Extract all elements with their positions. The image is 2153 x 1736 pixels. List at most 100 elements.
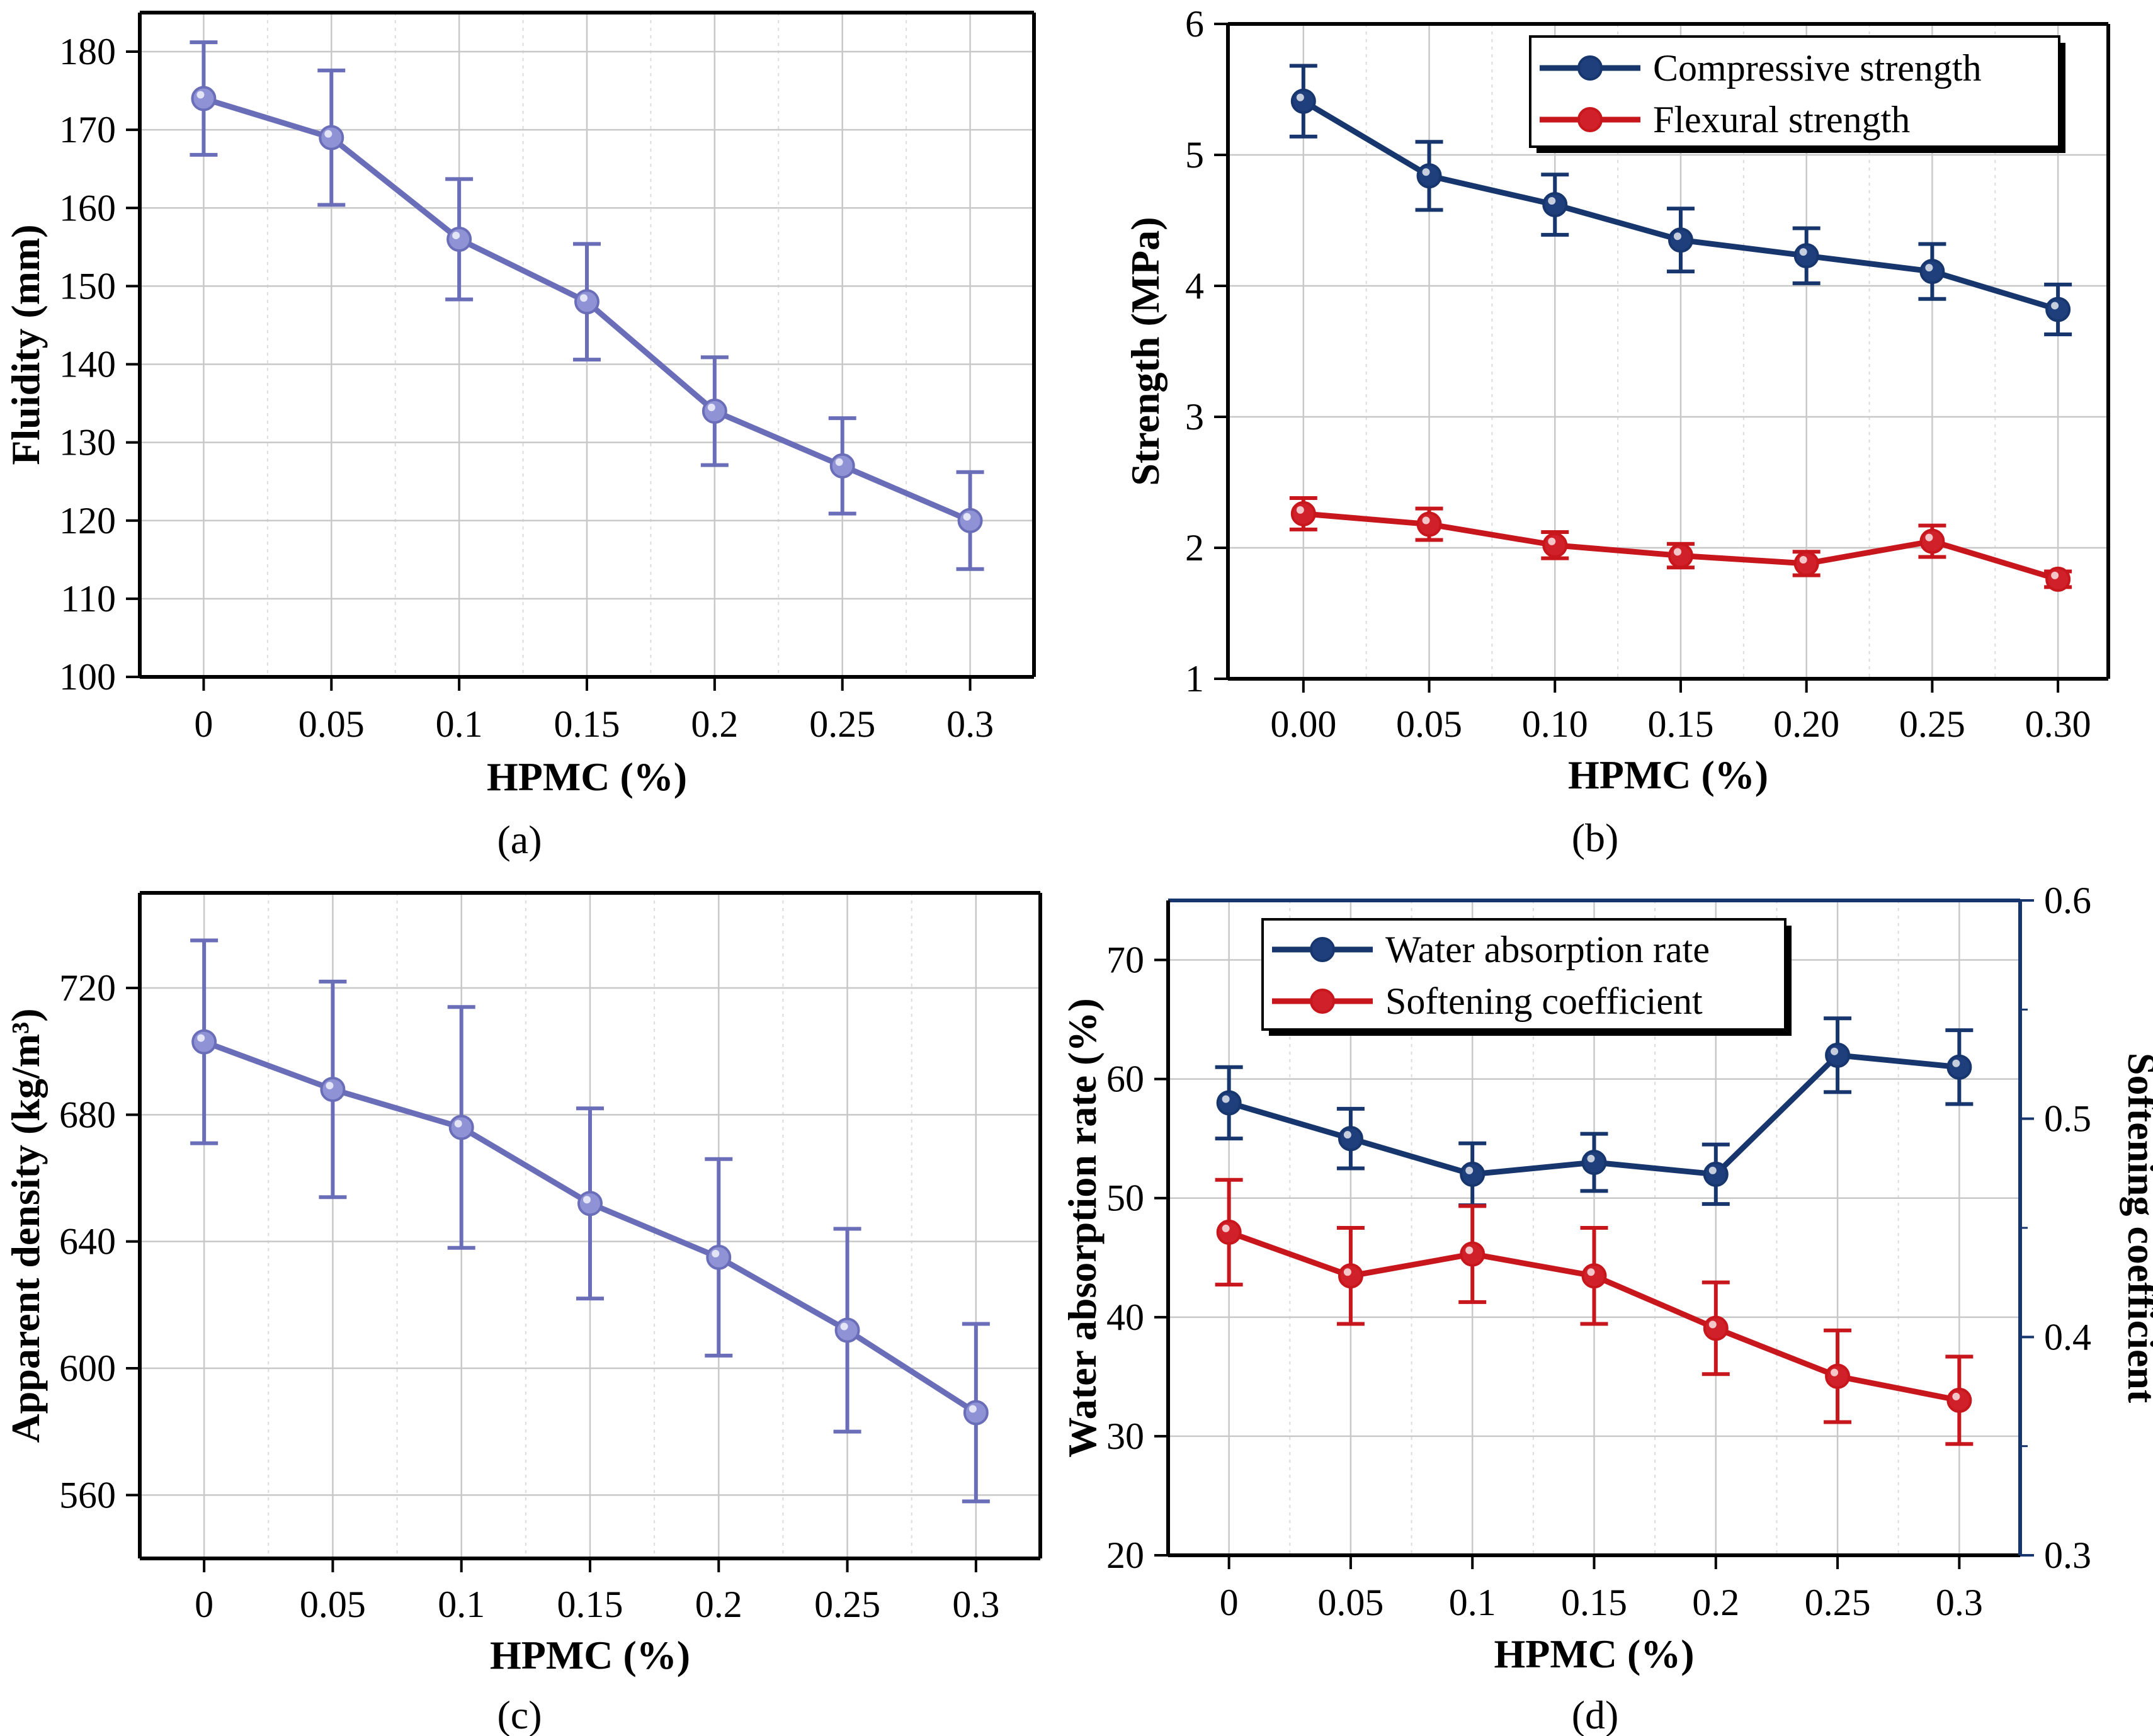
y-tick-label: 30 (1106, 1415, 1144, 1457)
x-tick-label: 0.25 (814, 1584, 880, 1625)
data-point-highlight (1465, 1166, 1474, 1174)
y-tick-label: 60 (1106, 1058, 1144, 1100)
y-tick-label: 560 (59, 1474, 116, 1516)
legend-marker (1310, 989, 1335, 1014)
data-point (2045, 566, 2071, 592)
panel-d-absorption-chart: 0 0.05 0.1 0.15 0.2 0.25 0.3 20 30 40 50 60 70 0.3 0.4… (1060, 880, 2153, 1736)
data-point-highlight (1708, 1320, 1717, 1329)
legend-marker (1577, 55, 1603, 81)
y-tick-label: 1 (1185, 658, 1204, 700)
x-tick-label: 0.20 (1773, 703, 1839, 745)
data-point (1416, 163, 1442, 189)
x-tick-label: 0.1 (1449, 1582, 1496, 1623)
data-point-highlight (1952, 1392, 1960, 1400)
legend-box (1529, 35, 2060, 148)
x-tick-label: 0.25 (1805, 1582, 1871, 1623)
data-point (191, 86, 217, 111)
y-tick-label: 150 (59, 265, 116, 307)
panel-a-fluidity-chart: 0 0.05 0.1 0.15 0.2 0.25 0.3 100 110 120 130 140 150… (3, 11, 1036, 862)
data-point-highlight (1587, 1268, 1595, 1276)
y-tick-label: 120 (59, 500, 116, 542)
x-tick-label: 0.05 (298, 703, 365, 745)
y-tick-label: 720 (59, 967, 116, 1009)
data-point (834, 1317, 860, 1343)
x-tick-label: 0.3 (952, 1584, 999, 1625)
legend-label: Water absorption rate (1385, 929, 1710, 970)
data-point-highlight (1925, 533, 1933, 542)
y-tick-label: 170 (59, 109, 116, 150)
x-tick-label: 0 (1220, 1582, 1239, 1623)
y-tick-label: 70 (1106, 939, 1144, 981)
data-point (1793, 550, 1819, 576)
y-tick-label: 3 (1185, 396, 1204, 438)
data-point (1946, 1387, 1972, 1413)
x-tick-label: 0.15 (1561, 1582, 1627, 1623)
data-point-highlight (1673, 232, 1681, 241)
y2-tick-label: 0.4 (2044, 1316, 2091, 1358)
data-point (1290, 501, 1316, 526)
legend-marker (1577, 107, 1603, 132)
x-tick-label: 0.05 (1317, 1582, 1383, 1623)
data-point-highlight (1422, 168, 1430, 176)
data-point (1581, 1263, 1607, 1289)
x-tick-label: 0.05 (300, 1584, 366, 1625)
x-axis-title: HPMC (%) (1494, 1631, 1694, 1676)
x-axis-title: HPMC (%) (490, 1633, 690, 1677)
y-tick-label: 20 (1106, 1535, 1144, 1576)
y-tick-label: 680 (59, 1094, 116, 1135)
y-axis-title: Fluidity (mm) (3, 224, 48, 465)
y-axis-title: Apparent density (kg/m³) (3, 1008, 48, 1443)
y-tick-label: 50 (1106, 1177, 1144, 1219)
x-tick-label: 0.2 (695, 1584, 742, 1625)
x-tick-label: 0.25 (809, 703, 875, 745)
y2-tick-label: 0.5 (2044, 1098, 2091, 1140)
data-point-highlight (324, 130, 332, 138)
x-tick-label: 0.10 (1522, 703, 1588, 745)
data-point (1919, 259, 1945, 285)
legend-box (1261, 918, 1787, 1031)
data-point-highlight (1296, 506, 1304, 514)
data-point-highlight (1799, 248, 1807, 256)
data-point (1667, 543, 1693, 569)
x-tick-label: 0 (194, 703, 213, 745)
panel-b-strength-chart: 0.00 0.05 0.10 0.15 0.20 0.25 0.30 1 2 3 4 5 6 HPMC (… (1123, 3, 2110, 860)
y-axis-title: Water absorption rate (%) (1060, 998, 1105, 1457)
data-point (448, 1115, 474, 1140)
data-point-highlight (1831, 1368, 1839, 1376)
data-point (191, 1029, 217, 1055)
data-point-highlight (454, 1120, 462, 1128)
y-tick-label: 160 (59, 187, 116, 229)
y-tick-label: 5 (1185, 134, 1204, 176)
x-axis-title: HPMC (%) (1568, 752, 1768, 797)
data-point-highlight (2051, 302, 2059, 310)
data-point-highlight (1925, 264, 1933, 272)
data-point-highlight (2051, 571, 2059, 579)
data-point-highlight (1343, 1268, 1351, 1276)
data-point-highlight (1343, 1131, 1351, 1139)
legend-label: Softening coefficient (1385, 980, 1703, 1022)
y-tick-label: 6 (1185, 3, 1204, 45)
data-point (1460, 1241, 1486, 1267)
data-point-highlight (580, 294, 588, 302)
y-tick-label: 110 (60, 578, 116, 620)
data-point (1667, 227, 1693, 253)
data-point-highlight (1799, 555, 1807, 564)
data-point (829, 453, 855, 479)
x-tick-label: 0.3 (1936, 1582, 1983, 1623)
y-tick-label: 2 (1185, 527, 1204, 569)
panel-label: (a) (497, 817, 542, 862)
data-point-highlight (452, 231, 460, 239)
data-point-highlight (840, 1322, 848, 1330)
x-tick-label: 0.3 (946, 703, 994, 745)
x-tick-label: 0.15 (557, 1584, 623, 1625)
data-point-highlight (583, 1196, 591, 1204)
y2-tick-label: 0.6 (2044, 880, 2091, 921)
panel-c-density-chart: 0 0.05 0.1 0.15 0.2 0.25 0.3 560 600 640 680 720 HPM… (3, 891, 1042, 1736)
data-point (1703, 1161, 1729, 1187)
data-point-highlight (969, 1405, 977, 1413)
data-point-highlight (1422, 516, 1430, 525)
panel-label: (b) (1572, 815, 1619, 860)
legend: Compressive strength Flexural strength (1529, 35, 2065, 153)
data-point (963, 1400, 989, 1426)
